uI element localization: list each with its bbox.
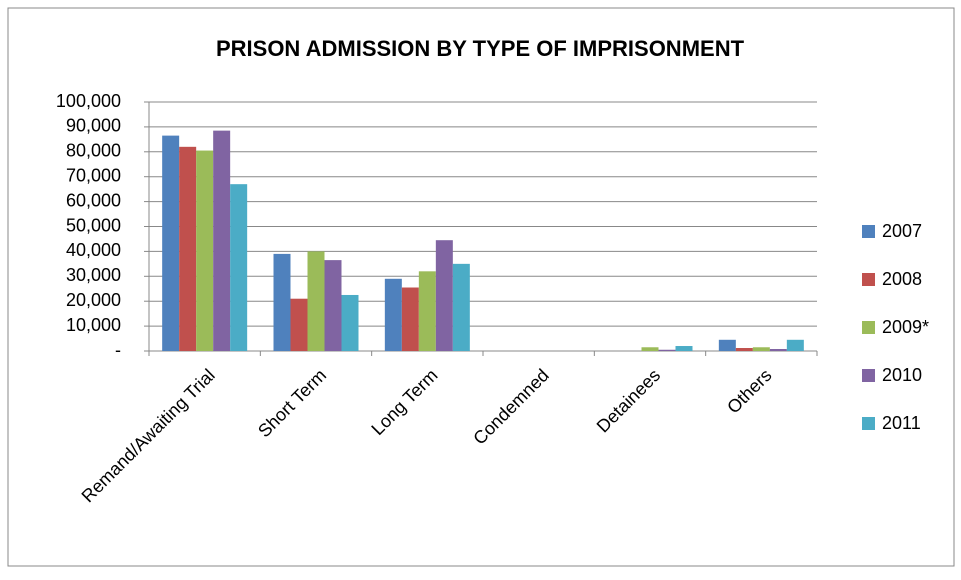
legend-label: 2011 — [882, 413, 921, 433]
chart-border — [7, 7, 955, 567]
bar — [658, 349, 676, 351]
y-tick-label: 70,000 — [66, 165, 121, 185]
legend-swatch — [862, 273, 875, 286]
bar — [641, 347, 659, 351]
bar — [213, 130, 231, 351]
y-tick-label: 20,000 — [66, 290, 121, 310]
bar — [196, 150, 214, 351]
bar — [290, 298, 308, 351]
bar — [769, 349, 787, 351]
legend-label: 2009* — [882, 317, 929, 337]
bar — [435, 240, 453, 351]
bar — [401, 287, 419, 351]
y-tick-label: 100,000 — [56, 91, 121, 111]
chart-title: PRISON ADMISSION BY TYPE OF IMPRISONMENT — [216, 36, 745, 61]
y-tick-label: - — [115, 340, 121, 360]
bar — [179, 146, 197, 351]
bar — [162, 135, 180, 351]
y-tick-label: 30,000 — [66, 265, 121, 285]
y-tick-label: 90,000 — [66, 116, 121, 136]
y-tick-label: 80,000 — [66, 141, 121, 161]
y-tick-label: 50,000 — [66, 215, 121, 235]
bar — [452, 263, 470, 351]
bar — [786, 339, 804, 351]
y-tick-label: 10,000 — [66, 315, 121, 335]
legend-label: 2010 — [882, 365, 922, 385]
y-tick-label: 60,000 — [66, 190, 121, 210]
bar — [675, 346, 693, 351]
legend-label: 2007 — [882, 221, 922, 241]
bar — [230, 184, 248, 351]
bar — [718, 339, 736, 351]
legend-swatch — [862, 369, 875, 382]
bar — [273, 253, 291, 351]
bar — [324, 260, 342, 351]
legend-swatch — [862, 321, 875, 334]
bar — [384, 278, 402, 351]
y-tick-label: 40,000 — [66, 240, 121, 260]
bar — [752, 347, 770, 351]
bar — [307, 251, 325, 351]
legend-swatch — [862, 417, 875, 430]
legend-label: 2008 — [882, 269, 922, 289]
legend-swatch — [862, 225, 875, 238]
bar — [341, 294, 359, 351]
bar — [735, 348, 753, 351]
bar — [418, 271, 436, 351]
